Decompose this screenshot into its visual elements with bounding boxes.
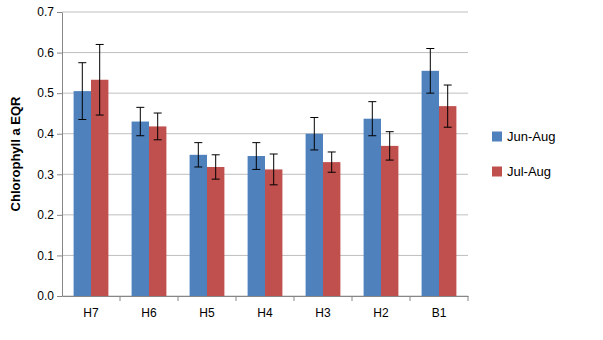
y-tick-label: 0.6 <box>37 46 54 60</box>
legend: Jun-Aug Jul-Aug <box>492 129 555 179</box>
bar <box>306 134 323 296</box>
y-tick-label: 0.2 <box>37 208 54 222</box>
x-tick-label: H5 <box>199 306 215 320</box>
series <box>74 49 439 296</box>
plot: 0.0 0.1 0.2 0.3 0.4 0.5 0.6 0.7 H7 H6 H5 H4 H3 H2 B1 <box>37 5 468 320</box>
bar <box>149 126 166 296</box>
error-bar <box>252 143 260 170</box>
error-bar <box>444 85 452 127</box>
x-tick: H7 <box>83 296 120 320</box>
y-tick: 0.1 <box>37 249 62 263</box>
error-bar <box>310 117 318 149</box>
bar <box>323 162 340 296</box>
x-tick-label: H6 <box>141 306 157 320</box>
legend-swatch <box>492 132 502 142</box>
error-bar <box>96 44 104 115</box>
y-tick-mark <box>57 296 62 297</box>
x-tick: H5 <box>199 296 236 320</box>
x-tick: H2 <box>373 296 410 320</box>
error-bar <box>270 154 278 185</box>
x-tick: H4 <box>257 296 294 320</box>
legend-label: Jul-Aug <box>507 164 551 179</box>
y-tick-label: 0.4 <box>37 127 54 141</box>
y-tick-mark <box>57 174 62 175</box>
error-bar <box>154 113 162 140</box>
legend-label: Jun-Aug <box>507 129 555 144</box>
error-bar <box>136 107 144 135</box>
x-tick: B1 <box>432 296 468 320</box>
y-tick: 0.6 <box>37 46 62 60</box>
x-tick-label: B1 <box>432 306 447 320</box>
grid-line <box>62 52 468 53</box>
x-tick-mark <box>120 296 121 301</box>
y-axis-title: Chlorophyll a EQR <box>8 96 23 211</box>
y-tick-label: 0.7 <box>37 5 54 19</box>
bar <box>132 122 149 296</box>
x-tick-label: H4 <box>257 306 273 320</box>
bar <box>422 71 439 296</box>
y-tick: 0.5 <box>37 86 62 100</box>
y-tick-label: 0.3 <box>37 168 54 182</box>
grid-line <box>62 12 468 13</box>
error-bar <box>194 143 202 167</box>
series <box>91 44 456 296</box>
grid <box>62 12 468 296</box>
y-axis-line <box>62 13 63 297</box>
y-tick-mark <box>57 134 62 135</box>
y-tick: 0.3 <box>37 168 62 182</box>
y-tick: 0.2 <box>37 208 62 222</box>
y-tick-mark <box>57 255 62 256</box>
legend-swatch <box>492 167 502 177</box>
y-tick-mark <box>57 12 62 13</box>
bar <box>381 146 398 296</box>
x-tick-mark <box>236 296 237 301</box>
y-tick-mark <box>57 215 62 216</box>
x-tick: H3 <box>315 296 352 320</box>
bar <box>248 156 265 296</box>
x-tick-label: H7 <box>83 306 99 320</box>
x-tick: H6 <box>141 296 178 320</box>
grid-line <box>62 93 468 94</box>
y-tick-label: 0.5 <box>37 86 54 100</box>
error-bar <box>426 49 434 94</box>
marks <box>74 44 457 296</box>
bar <box>265 169 282 296</box>
y-tick: 0.7 <box>37 5 62 19</box>
bar <box>439 106 456 296</box>
chart: 0.0 0.1 0.2 0.3 0.4 0.5 0.6 0.7 H7 H6 H5 H4 H3 H2 B1 Ch… <box>0 0 603 340</box>
bar <box>190 155 207 296</box>
error-bar <box>386 132 394 160</box>
x-tick-label: H3 <box>315 306 331 320</box>
x-tick-mark <box>410 296 411 301</box>
y-axis: 0.0 0.1 0.2 0.3 0.4 0.5 0.6 0.7 <box>37 5 62 303</box>
bar <box>364 119 381 296</box>
y-tick-mark <box>57 93 62 94</box>
x-tick-mark <box>294 296 295 301</box>
x-tick-label: H2 <box>373 306 389 320</box>
error-bar <box>212 155 220 179</box>
x-tick-mark <box>468 296 469 301</box>
error-bar <box>78 63 86 120</box>
error-bar <box>368 102 376 136</box>
y-tick-label: 0.1 <box>37 249 54 263</box>
x-axis-line <box>63 296 469 297</box>
x-tick-mark <box>178 296 179 301</box>
x-tick-mark <box>352 296 353 301</box>
x-axis: H7 H6 H5 H4 H3 H2 B1 <box>63 296 469 320</box>
y-tick: 0.4 <box>37 127 62 141</box>
bar <box>74 91 91 296</box>
error-bar <box>328 152 336 172</box>
y-tick-mark <box>57 53 62 54</box>
grid-line <box>62 133 468 134</box>
bar <box>207 167 224 296</box>
y-tick-label: 0.0 <box>37 289 54 303</box>
y-tick: 0.0 <box>37 289 62 303</box>
